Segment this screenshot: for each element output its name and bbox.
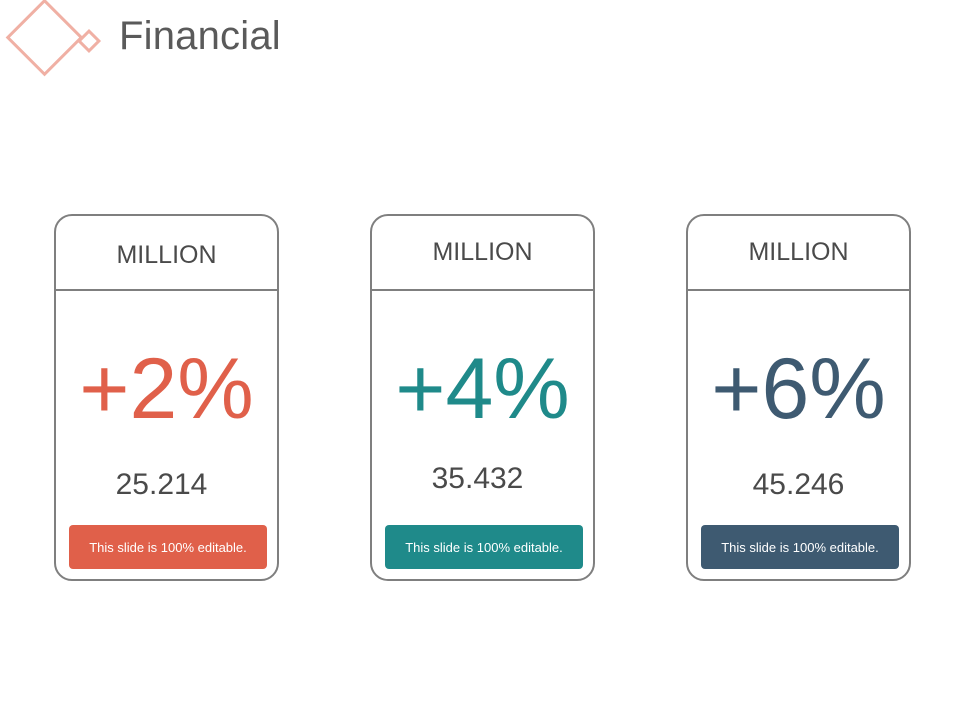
card-label: MILLION <box>432 238 533 266</box>
percent-value: +2% <box>79 341 254 437</box>
page-title: Financial <box>119 14 281 58</box>
diamond-logo-icon <box>5 0 102 77</box>
card-label: MILLION <box>748 238 849 266</box>
metric-card-3: MILLION +6% 45.246 This slide is 100% ed… <box>686 214 911 581</box>
editable-button[interactable]: This slide is 100% editable. <box>701 525 899 569</box>
editable-button[interactable]: This slide is 100% editable. <box>69 525 267 569</box>
metric-value: 45.246 <box>752 468 845 501</box>
editable-button[interactable]: This slide is 100% editable. <box>385 525 583 569</box>
percent-value: +4% <box>395 341 570 437</box>
card-header: MILLION <box>372 216 593 291</box>
metric-value: 25.214 <box>115 468 208 501</box>
card-label: MILLION <box>116 241 217 269</box>
card-header: MILLION <box>688 216 909 291</box>
metric-value: 35.432 <box>431 462 524 495</box>
metric-card-2: MILLION +4% 35.432 This slide is 100% ed… <box>370 214 595 581</box>
card-header: MILLION <box>56 216 277 291</box>
metric-card-1: MILLION +2% 25.214 This slide is 100% ed… <box>54 214 279 581</box>
percent-value: +6% <box>711 341 886 437</box>
